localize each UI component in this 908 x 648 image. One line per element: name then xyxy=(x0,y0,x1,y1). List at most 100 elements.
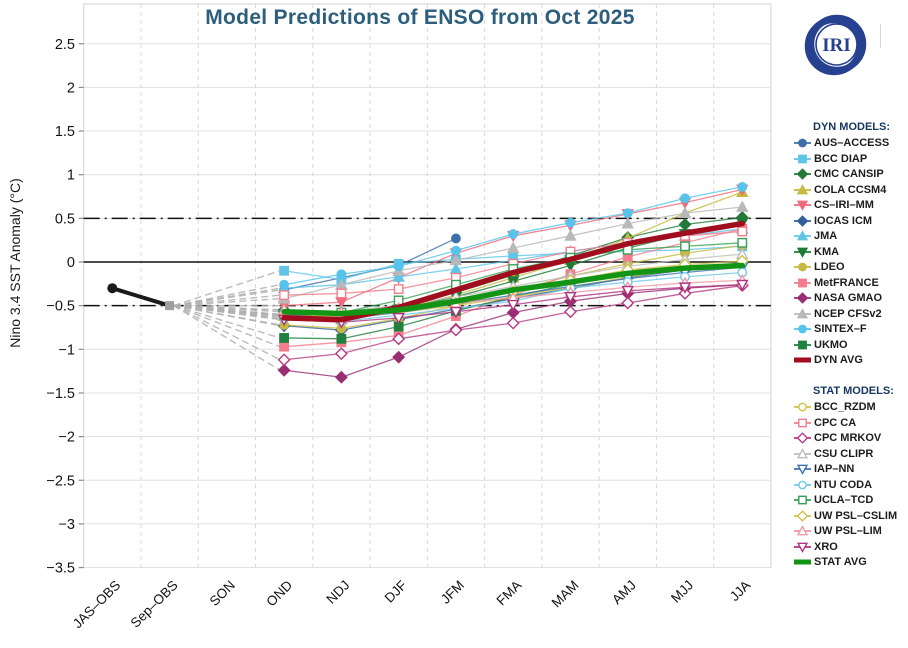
svg-text:SON: SON xyxy=(207,578,238,609)
legend-entry-label: BCC DIAP xyxy=(814,152,868,165)
svg-text:−2: −2 xyxy=(58,430,75,446)
legend-marker-NASA GMAO xyxy=(794,292,811,305)
legend-entry-label: LDEO xyxy=(814,261,845,274)
svg-text:OND: OND xyxy=(263,577,295,609)
svg-text:0.5: 0.5 xyxy=(55,211,75,227)
legend-entry-label: CPC MRKOV xyxy=(814,432,882,445)
legend-marker-AUS–ACCESS xyxy=(794,138,811,148)
svg-text:JJA: JJA xyxy=(727,578,754,605)
legend-marker-KMA xyxy=(794,247,811,258)
legend-entry: SINTEX–F xyxy=(794,322,906,338)
legend-entry-label: UW PSL–CSLIM xyxy=(814,509,898,522)
legend-entry-label: KMA xyxy=(814,245,840,258)
legend-entry-label: IAP–NN xyxy=(814,463,855,476)
svg-text:IRI: IRI xyxy=(822,35,851,56)
svg-text:DJF: DJF xyxy=(382,578,410,606)
legend-entry-label: SINTEX–F xyxy=(814,323,867,336)
legend-marker-IAP–NN xyxy=(794,464,811,476)
legend-entry: CPC MRKOV xyxy=(794,431,906,447)
iri-logo: IRI xyxy=(799,7,873,81)
legend-entry-label: UKMO xyxy=(814,338,848,351)
legend-marker-UW PSL–CSLIM xyxy=(794,509,811,522)
legend-entry: BCC DIAP xyxy=(794,151,906,167)
legend-marker-CSU CLIPR xyxy=(794,447,811,459)
legend-entry: KMA xyxy=(794,244,906,260)
legend-entry-label: XRO xyxy=(814,540,838,553)
legend-entry-label: CPC CA xyxy=(814,416,857,429)
legend-entry: MetFRANCE xyxy=(794,275,906,291)
legend-header-stat: STAT MODELS: xyxy=(813,385,894,397)
legend-entry-label: STAT AVG xyxy=(814,556,867,569)
legend-entry: CMC CANSIP xyxy=(794,167,906,183)
legend-marker-SINTEX–F xyxy=(794,324,811,334)
svg-text:2: 2 xyxy=(67,80,75,96)
legend-entry-label: CS–IRI–MM xyxy=(814,199,874,212)
svg-text:−1.5: −1.5 xyxy=(46,386,75,402)
legend-entry: NTU CODA xyxy=(794,477,906,493)
legend-entry-label: IOCAS ICM xyxy=(814,214,873,227)
legend-entry: UKMO xyxy=(794,337,906,353)
svg-text:2.5: 2.5 xyxy=(55,37,75,53)
legend-marker-BCC_RZDM xyxy=(794,402,811,412)
svg-text:−3.5: −3.5 xyxy=(46,561,75,577)
svg-text:1.5: 1.5 xyxy=(55,124,75,140)
svg-text:MAM: MAM xyxy=(549,578,582,611)
svg-text:0: 0 xyxy=(67,255,75,271)
svg-text:−3: −3 xyxy=(58,517,75,533)
legend-marker-NTU CODA xyxy=(794,480,811,490)
legend-entry-label: BCC_RZDM xyxy=(814,401,876,414)
legend-marker-UW PSL–LIM xyxy=(794,525,811,536)
legend-entry-label: UW PSL–LIM xyxy=(814,525,882,538)
logo-divider xyxy=(880,24,881,48)
legend-entry: CPC CA xyxy=(794,415,906,431)
iri-logo-icon: IRI xyxy=(804,14,867,76)
legend-entry: BCC_RZDM xyxy=(794,400,906,416)
svg-text:−1: −1 xyxy=(58,342,75,358)
y-axis-label: Nino 3.4 SST Anomaly (°C) xyxy=(7,178,23,348)
legend-entry: XRO xyxy=(794,539,906,555)
legend-entry-label: CSU CLIPR xyxy=(814,447,874,460)
legend-entry-label: NTU CODA xyxy=(814,478,873,491)
svg-text:−0.5: −0.5 xyxy=(46,299,75,315)
legend-marker-UKMO xyxy=(794,340,811,350)
legend-entry: CSU CLIPR xyxy=(794,446,906,462)
svg-text:Sep–OBS: Sep–OBS xyxy=(128,578,181,631)
legend-entry: UW PSL–LIM xyxy=(794,524,906,540)
svg-text:JFM: JFM xyxy=(438,578,467,607)
svg-text:JAS–OBS: JAS–OBS xyxy=(70,578,124,632)
legend-entry: IOCAS ICM xyxy=(794,213,906,229)
svg-text:NDJ: NDJ xyxy=(323,578,352,607)
legend-entry-label: JMA xyxy=(814,230,838,243)
legend-avg-line-DYN AVG xyxy=(794,357,811,363)
legend-entry: UW PSL–CSLIM xyxy=(794,508,906,524)
legend-entry-label: CMC CANSIP xyxy=(814,168,884,181)
legend-entry: NASA GMAO xyxy=(794,291,906,307)
legend-entry: LDEO xyxy=(794,260,906,276)
svg-text:1: 1 xyxy=(67,168,75,184)
svg-text:MJJ: MJJ xyxy=(668,578,696,606)
legend-avg-line-STAT AVG xyxy=(794,559,811,565)
legend-entry: UCLA–TCD xyxy=(794,493,906,509)
legend-entry-label: DYN AVG xyxy=(814,354,863,367)
legend-marker-CPC MRKOV xyxy=(794,432,811,445)
legend-entry: CS–IRI–MM xyxy=(794,198,906,214)
legend-marker-CPC CA xyxy=(794,418,811,428)
page-title: Model Predictions of ENSO from Oct 2025 xyxy=(205,6,635,29)
legend-entry: STAT AVG xyxy=(794,555,906,571)
legend-marker-COLA CCSM4 xyxy=(794,183,811,195)
legend-entry-label: COLA CCSM4 xyxy=(814,183,887,196)
legend-entry-label: NCEP CFSv2 xyxy=(814,307,882,320)
legend-marker-NCEP CFSv2 xyxy=(794,307,811,319)
legend-entry: COLA CCSM4 xyxy=(794,182,906,198)
svg-text:AMJ: AMJ xyxy=(609,578,639,608)
chart-legend: DYN MODELS: AUS–ACCESS BCC DIAP CMC CANSIP C… xyxy=(794,120,906,570)
legend-entry-label: NASA GMAO xyxy=(814,292,883,305)
legend-marker-UCLA–TCD xyxy=(794,495,811,505)
svg-text:−2.5: −2.5 xyxy=(46,473,75,489)
legend-marker-CS–IRI–MM xyxy=(794,200,811,212)
legend-marker-CMC CANSIP xyxy=(794,168,811,181)
legend-entry: DYN AVG xyxy=(794,353,906,369)
legend-marker-XRO xyxy=(794,542,811,553)
